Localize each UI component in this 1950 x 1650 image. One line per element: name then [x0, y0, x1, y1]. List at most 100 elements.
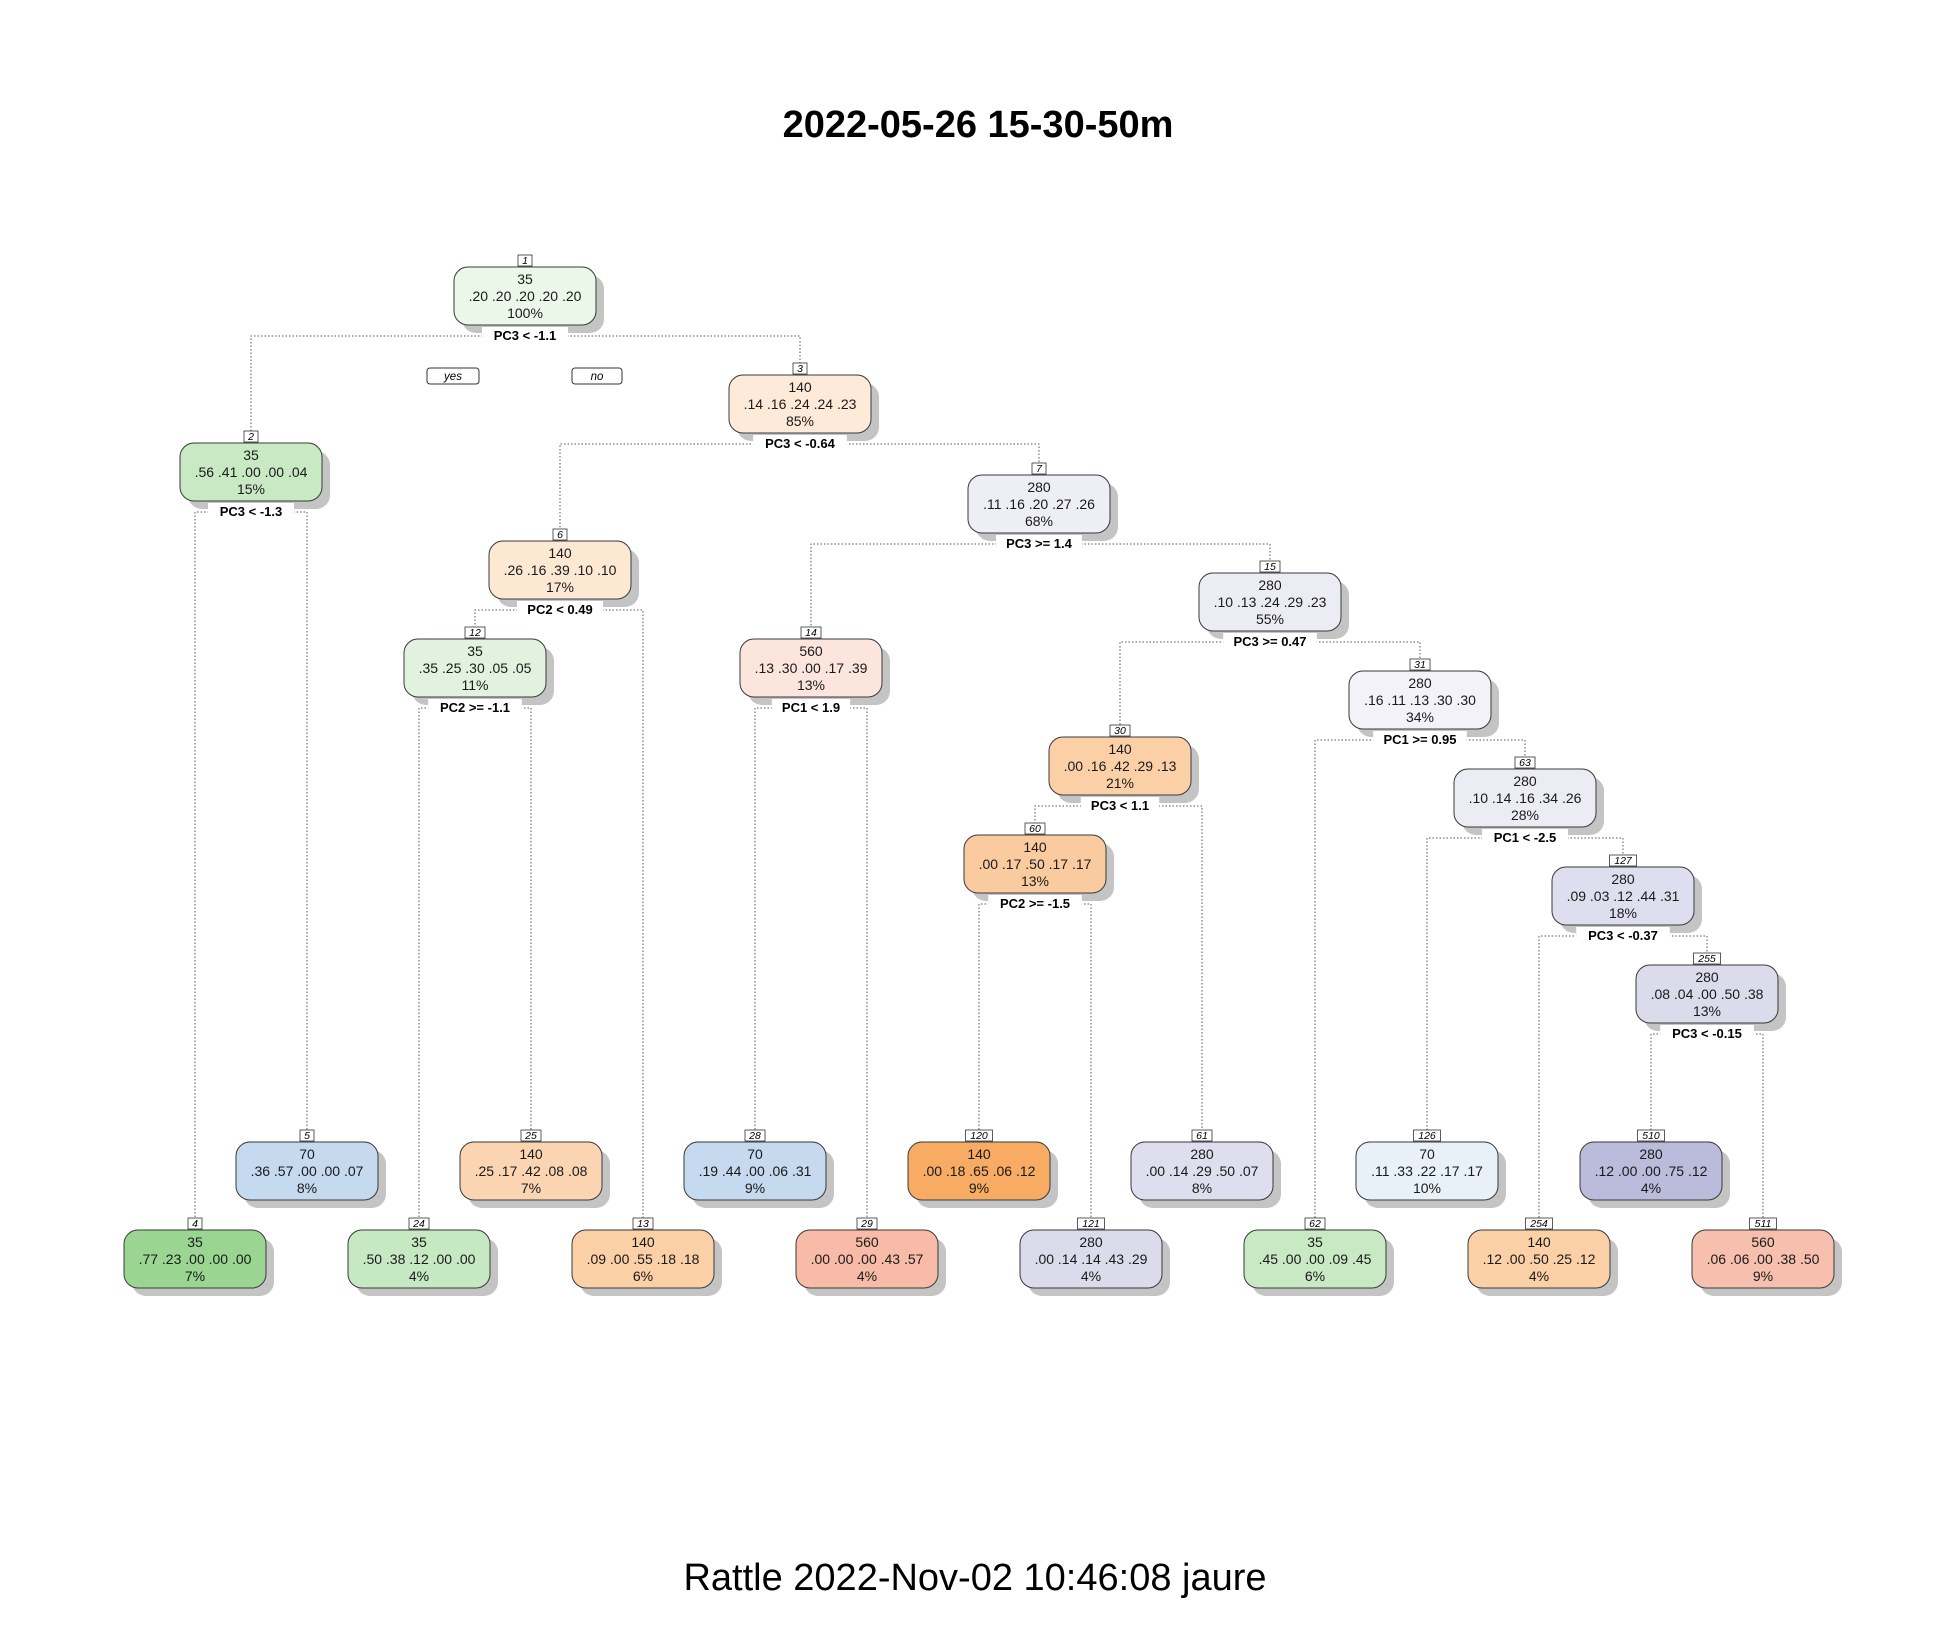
node-class-probs: .16 .11 .13 .30 .30	[1364, 692, 1476, 708]
node-class-probs: .00 .00 .00 .43 .57	[811, 1251, 924, 1267]
split-label-bg	[988, 895, 1082, 911]
node-id-label: 7	[1036, 463, 1043, 475]
tree-edge-63-126	[1426, 837, 1525, 1132]
tree-node-24: 24 35.50 .38 .12 .00 .004%	[347, 1217, 498, 1296]
node-id-label: 12	[469, 627, 481, 639]
node-box	[403, 638, 547, 698]
node-class-probs: .14 .16 .24 .24 .23	[744, 396, 857, 412]
tree-edge-1-2	[250, 335, 525, 433]
node-id-label: 2	[247, 431, 254, 443]
node-class-probs: .09 .03 .12 .44 .31	[1567, 888, 1680, 904]
node-class-probs: .12 .00 .00 .75 .12	[1595, 1163, 1708, 1179]
node-id-label: 254	[1529, 1218, 1548, 1230]
node-id-box	[464, 626, 486, 639]
node-class-probs: .36 .57 .00 .00 .07	[251, 1163, 364, 1179]
tree-edge-3-7	[800, 443, 1040, 465]
node-id-box	[800, 626, 822, 639]
node-percent: 34%	[1406, 709, 1434, 725]
node-id-box	[744, 1129, 766, 1142]
node-id-label: 510	[1642, 1130, 1660, 1142]
node-prediction: 140	[1023, 839, 1047, 855]
node-id-box	[517, 254, 533, 267]
node-percent: 100%	[507, 305, 543, 321]
node-class-probs: .10 .14 .16 .34 .26	[1469, 790, 1582, 806]
node-id-label: 61	[1196, 1130, 1208, 1142]
tree-node-121: 121 280.00 .14 .14 .43 .294%	[1019, 1217, 1170, 1296]
split-label-bg	[517, 601, 603, 617]
tree-edge-7-14	[810, 543, 1039, 629]
node-id-box	[1693, 952, 1721, 965]
node-box	[459, 1141, 603, 1201]
tree-edge-12-24	[418, 707, 475, 1220]
node-percent: 8%	[297, 1180, 317, 1196]
node-id-label: 60	[1029, 823, 1041, 835]
node-prediction: 35	[1307, 1234, 1323, 1250]
node-id-label: 127	[1614, 855, 1633, 867]
node-prediction: 560	[799, 643, 823, 659]
node-box	[1019, 1229, 1163, 1289]
node-id-box	[792, 362, 808, 375]
split-label: PC1 >= 0.95	[1384, 732, 1457, 747]
tree-edge-14-28	[754, 707, 811, 1132]
node-percent: 13%	[1693, 1003, 1721, 1019]
node-percent: 18%	[1609, 905, 1637, 921]
tree-node-120: 120 140.00 .18 .65 .06 .129%	[907, 1129, 1058, 1208]
node-id-box	[1259, 560, 1281, 573]
split-label: PC3 >= 0.47	[1234, 634, 1307, 649]
node-box	[1198, 572, 1342, 632]
node-box	[488, 540, 632, 600]
split-label-bg	[1223, 633, 1317, 649]
node-id-box	[408, 1217, 430, 1230]
node-prediction: 70	[1419, 1146, 1435, 1162]
node-class-probs: .00 .14 .29 .50 .07	[1146, 1163, 1259, 1179]
node-class-probs: .10 .13 .24 .29 .23	[1214, 594, 1327, 610]
split-label-bg	[1080, 797, 1160, 813]
node-percent: 15%	[237, 481, 265, 497]
tree-node-5: 5 70.36 .57 .00 .00 .078%	[235, 1129, 386, 1208]
node-id-label: 25	[524, 1130, 537, 1142]
node-percent: 7%	[521, 1180, 541, 1196]
node-id-box	[1109, 724, 1131, 737]
node-prediction: 35	[467, 643, 483, 659]
node-id-label: 28	[748, 1130, 761, 1142]
node-class-probs: .13 .30 .00 .17 .39	[755, 660, 868, 676]
node-prediction: 35	[411, 1234, 427, 1250]
node-class-probs: .00 .14 .14 .43 .29	[1035, 1251, 1148, 1267]
node-box	[1579, 1141, 1723, 1201]
node-prediction: 140	[548, 545, 572, 561]
node-percent: 4%	[1529, 1268, 1549, 1284]
node-prediction: 280	[1695, 969, 1719, 985]
split-label-bg	[482, 327, 568, 343]
node-id-label: 29	[860, 1218, 873, 1230]
tree-node-4: 4 35.77 .23 .00 .00 .007%	[123, 1217, 274, 1296]
split-label-bg	[1373, 731, 1467, 747]
node-prediction: 140	[631, 1234, 655, 1250]
node-id-label: 120	[970, 1130, 988, 1142]
split-label-bg	[753, 435, 847, 451]
node-id-box	[299, 1129, 315, 1142]
tree-edge-6-13	[560, 609, 644, 1220]
node-percent: 21%	[1106, 775, 1134, 791]
node-prediction: 280	[1639, 1146, 1663, 1162]
node-class-probs: .50 .38 .12 .00 .00	[363, 1251, 476, 1267]
node-class-probs: .26 .16 .39 .10 .10	[504, 562, 617, 578]
node-box	[728, 374, 872, 434]
node-percent: 17%	[546, 579, 574, 595]
node-percent: 85%	[786, 413, 814, 429]
split-label: PC2 < 0.49	[527, 602, 592, 617]
node-percent: 9%	[969, 1180, 989, 1196]
root-branch-labels: yes no	[426, 367, 623, 385]
node-class-probs: .09 .00 .55 .18 .18	[587, 1251, 700, 1267]
node-box	[963, 834, 1107, 894]
node-box	[795, 1229, 939, 1289]
tree-edge-255-510	[1650, 1033, 1707, 1132]
node-box	[739, 638, 883, 698]
tree-node-254: 254 140.12 .00 .50 .25 .124%	[1467, 1217, 1618, 1296]
node-id-label: 511	[1755, 1218, 1772, 1230]
tree-node-61: 61 280.00 .14 .29 .50 .078%	[1130, 1129, 1281, 1208]
